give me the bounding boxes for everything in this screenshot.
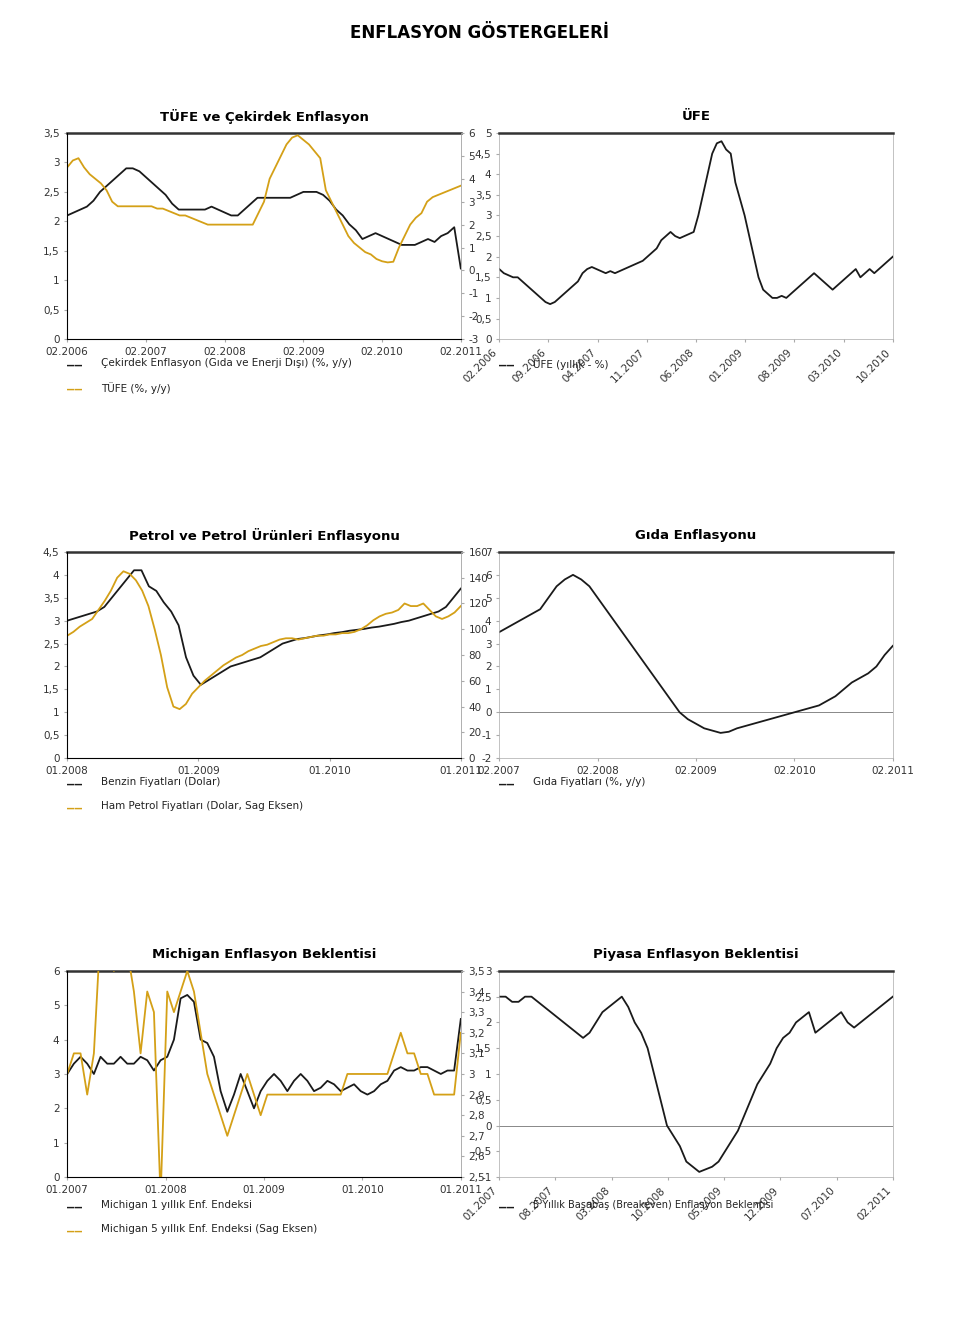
Text: 5 Yıllık Başabaş (Breakeven) Enflasyon Beklentisi: 5 Yıllık Başabaş (Breakeven) Enflasyon B… bbox=[533, 1200, 773, 1210]
Text: Michigan 1 yıllık Enf. Endeksi: Michigan 1 yıllık Enf. Endeksi bbox=[101, 1200, 252, 1210]
Text: TÜFE (%, y/y): TÜFE (%, y/y) bbox=[101, 382, 171, 394]
Text: ——: —— bbox=[67, 359, 83, 372]
Text: Ham Petrol Fiyatları (Dolar, Sag Eksen): Ham Petrol Fiyatları (Dolar, Sag Eksen) bbox=[101, 801, 303, 811]
Text: ——: —— bbox=[499, 778, 515, 791]
Text: Piyasa Enflasyon Beklentisi: Piyasa Enflasyon Beklentisi bbox=[593, 948, 799, 960]
Text: ——: —— bbox=[499, 1201, 515, 1214]
Text: ——: —— bbox=[67, 778, 83, 791]
Text: Michigan 5 yıllık Enf. Endeksi (Sag Eksen): Michigan 5 yıllık Enf. Endeksi (Sag Ekse… bbox=[101, 1224, 317, 1234]
Text: ENFLASYON GÖSTERGELERİ: ENFLASYON GÖSTERGELERİ bbox=[350, 24, 610, 43]
Text: Çekirdek Enflasyon (Gıda ve Enerji Dışı) (%, y/y): Çekirdek Enflasyon (Gıda ve Enerji Dışı)… bbox=[101, 358, 351, 368]
Text: ——: —— bbox=[67, 1225, 83, 1238]
Text: ——: —— bbox=[67, 383, 83, 396]
Text: ——: —— bbox=[67, 802, 83, 815]
Text: Gıda Enflasyonu: Gıda Enflasyonu bbox=[636, 529, 756, 541]
Text: ÜFE (yıllık - %): ÜFE (yıllık - %) bbox=[533, 358, 609, 370]
Text: ——: —— bbox=[499, 359, 515, 372]
Text: TÜFE ve Çekirdek Enflasyon: TÜFE ve Çekirdek Enflasyon bbox=[159, 109, 369, 124]
Text: Gıda Fiyatları (%, y/y): Gıda Fiyatları (%, y/y) bbox=[533, 777, 645, 787]
Text: ——: —— bbox=[67, 1201, 83, 1214]
Text: Michigan Enflasyon Beklentisi: Michigan Enflasyon Beklentisi bbox=[152, 948, 376, 960]
Text: Benzin Fiyatları (Dolar): Benzin Fiyatları (Dolar) bbox=[101, 777, 220, 787]
Text: ÜFE: ÜFE bbox=[682, 110, 710, 122]
Text: Petrol ve Petrol Ürünleri Enflasyonu: Petrol ve Petrol Ürünleri Enflasyonu bbox=[129, 528, 399, 543]
